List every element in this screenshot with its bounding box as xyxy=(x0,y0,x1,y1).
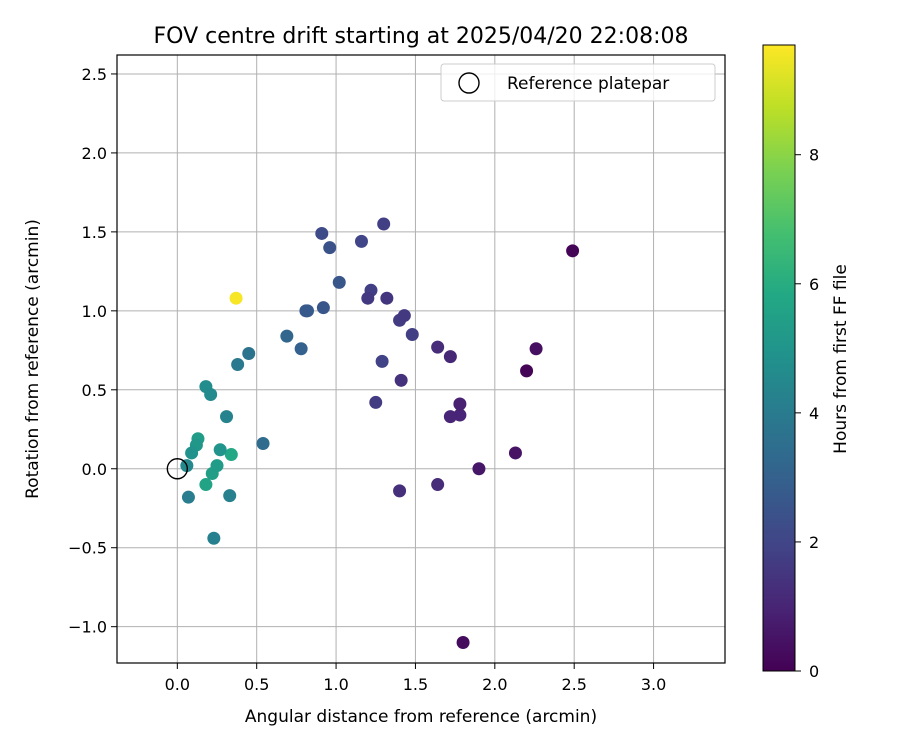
scatter-point xyxy=(224,448,238,462)
scatter-point xyxy=(210,459,224,473)
colorbar-tick-label: 6 xyxy=(809,275,819,294)
y-tick-label: 0.0 xyxy=(82,460,107,479)
y-tick-label: −1.0 xyxy=(68,618,107,637)
y-axis-label: Rotation from reference (arcmin) xyxy=(23,219,43,499)
scatter-point xyxy=(354,234,368,248)
scatter-point xyxy=(369,395,383,409)
colorbar-tick-label: 2 xyxy=(809,533,819,552)
scatter-point xyxy=(256,436,270,450)
y-tick-label: 1.0 xyxy=(82,302,107,321)
x-axis-label: Angular distance from reference (arcmin) xyxy=(245,707,597,727)
x-tick-label: 1.5 xyxy=(403,675,428,694)
scatter-point xyxy=(377,217,391,231)
scatter-point xyxy=(204,388,218,402)
scatter-point xyxy=(185,446,199,460)
scatter-point xyxy=(393,484,407,498)
scatter-point xyxy=(332,275,346,289)
scatter-point xyxy=(299,304,313,318)
scatter-point xyxy=(443,410,457,424)
scatter-point xyxy=(566,244,580,258)
scatter-point xyxy=(316,301,330,315)
scatter-point xyxy=(431,340,445,354)
scatter-point xyxy=(520,364,534,378)
scatter-point xyxy=(231,358,245,372)
y-tick-label: 0.5 xyxy=(82,381,107,400)
scatter-point xyxy=(280,329,294,343)
reference-marker-group xyxy=(166,458,189,480)
x-tick-label: 3.0 xyxy=(641,675,666,694)
scatter-point xyxy=(213,443,227,457)
y-axis-ticks: −1.0 −0.5 0.0 0.5 1.0 1.5 2.0 2.5 xyxy=(68,65,117,637)
legend-reference-marker-icon xyxy=(458,72,480,94)
legend-box xyxy=(440,63,716,102)
legend: Reference platepar xyxy=(440,63,716,102)
scatter-point xyxy=(199,478,213,492)
colorbar-tick-label: 4 xyxy=(809,404,819,423)
chart-title: FOV centre drift starting at 2025/04/20 … xyxy=(154,24,689,49)
scatter-point xyxy=(229,291,243,305)
x-tick-label: 0.5 xyxy=(244,675,269,694)
scatter-point xyxy=(405,328,419,342)
x-tick-label: 1.0 xyxy=(323,675,348,694)
scatter-point xyxy=(294,342,308,356)
scatter-point xyxy=(397,309,411,323)
scatter-point xyxy=(472,462,486,476)
scatter-point xyxy=(453,397,467,411)
colorbar-tick-label: 0 xyxy=(809,662,819,681)
scatter-point xyxy=(508,446,522,460)
scatter-point xyxy=(456,635,470,649)
scatter-point xyxy=(380,291,394,305)
x-axis-ticks: 0.0 0.5 1.0 1.5 2.0 2.5 3.0 xyxy=(165,663,666,694)
x-tick-label: 2.5 xyxy=(561,675,586,694)
scatter-point xyxy=(529,342,543,356)
scatter-point xyxy=(223,489,237,503)
colorbar-label: Hours from first FF file xyxy=(831,264,851,454)
scatter-point xyxy=(361,291,375,305)
scatter-points xyxy=(180,217,580,649)
scatter-point xyxy=(315,226,329,240)
x-tick-label: 2.0 xyxy=(482,675,507,694)
scatter-point xyxy=(181,490,195,504)
scatter-point xyxy=(242,346,256,360)
scatter-point xyxy=(220,410,234,424)
grid-lines xyxy=(117,55,725,663)
scatter-point xyxy=(443,350,457,364)
scatter-point xyxy=(207,531,221,545)
reference-platepar-marker xyxy=(166,458,189,480)
colorbar-tick-label: 8 xyxy=(809,146,819,165)
scatter-point xyxy=(431,478,445,492)
colorbar-ticks: 0 2 4 6 8 xyxy=(795,146,819,681)
y-tick-label: 2.0 xyxy=(82,144,107,163)
y-tick-label: −0.5 xyxy=(68,539,107,558)
x-tick-label: 0.0 xyxy=(165,675,190,694)
scatter-point xyxy=(323,241,337,255)
legend-label-reference-platepar: Reference platepar xyxy=(507,74,669,94)
colorbar xyxy=(762,44,796,672)
scatter-point xyxy=(394,373,408,387)
scatter-point xyxy=(375,354,389,368)
y-tick-label: 2.5 xyxy=(82,65,107,84)
plot-frame xyxy=(116,54,726,664)
y-tick-label: 1.5 xyxy=(82,223,107,242)
